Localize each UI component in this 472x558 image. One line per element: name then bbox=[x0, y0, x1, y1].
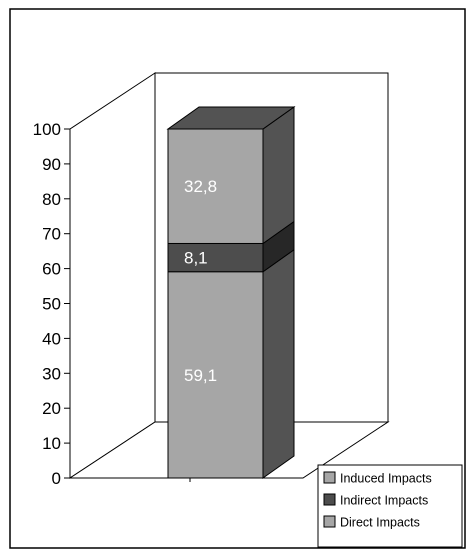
legend-label: Induced Impacts bbox=[340, 472, 432, 486]
legend-label: Direct Impacts bbox=[340, 516, 420, 530]
data-label: 8,1 bbox=[184, 249, 208, 268]
y-tick-label: 0 bbox=[52, 469, 61, 488]
legend: Induced Impacts Indirect Impacts Direct Im… bbox=[317, 464, 463, 548]
y-tick-label: 40 bbox=[42, 329, 61, 348]
y-tick-label: 20 bbox=[42, 399, 61, 418]
bar-segment-side bbox=[262, 248, 295, 479]
y-tick-label: 50 bbox=[42, 295, 61, 314]
y-tick-label: 90 bbox=[42, 155, 61, 174]
y-tick-label: 10 bbox=[42, 434, 61, 453]
y-axis: 0 10 20 30 40 50 60 70 80 90 100 bbox=[33, 120, 303, 488]
y-tick-label: 30 bbox=[42, 364, 61, 383]
side-wall bbox=[69, 72, 156, 479]
bar-segment-side bbox=[262, 106, 295, 245]
data-labels: 59,1 8,1 32,8 bbox=[184, 177, 217, 385]
y-tick-label: 60 bbox=[42, 260, 61, 279]
bar-top-face bbox=[166, 106, 296, 130]
legend-swatch bbox=[323, 515, 336, 528]
y-tick-label: 100 bbox=[33, 120, 61, 139]
data-label: 59,1 bbox=[184, 366, 217, 385]
legend-swatch bbox=[323, 493, 336, 506]
bar-segment-front bbox=[167, 242, 264, 273]
bar-segment-front bbox=[167, 128, 264, 244]
legend-box bbox=[317, 464, 463, 548]
bar-stack bbox=[166, 106, 296, 479]
legend-label: Indirect Impacts bbox=[340, 494, 428, 508]
y-tick-label: 70 bbox=[42, 225, 61, 244]
y-tick-label: 80 bbox=[42, 190, 61, 209]
data-label: 32,8 bbox=[184, 177, 217, 196]
legend-swatch bbox=[323, 471, 336, 484]
